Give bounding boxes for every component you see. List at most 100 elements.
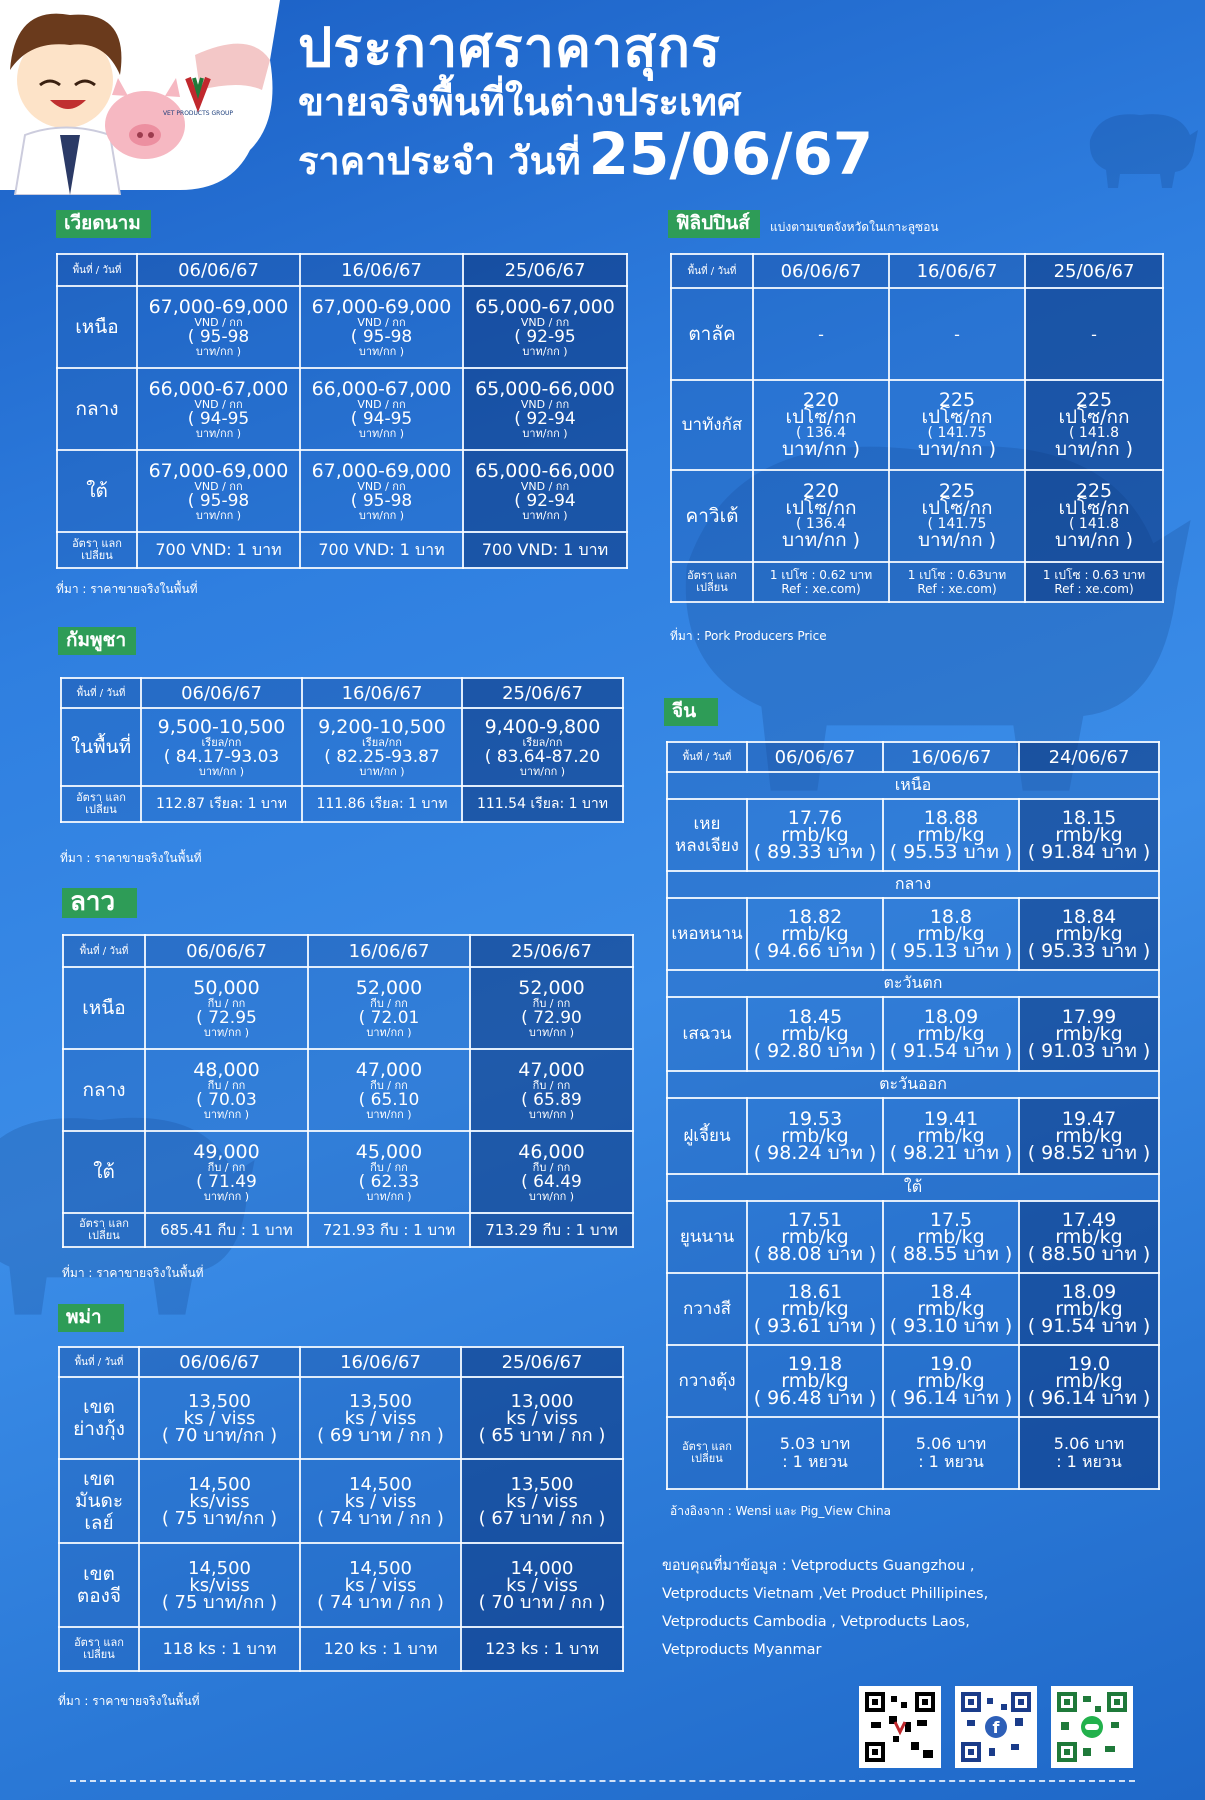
exchange-row: อัตรา แลกเปลี่ยน 700 VND: 1 บาท 700 VND:… — [56, 531, 628, 569]
region-header: ตะวันตก — [666, 969, 1160, 998]
exchange-rate: 700 VND: 1 บาท — [136, 531, 301, 569]
date-header: 16/06/67 — [299, 1346, 462, 1378]
source-note: อ้างอิงจาก : Wensi และ Pig_View China — [670, 1504, 891, 1518]
date-header: 16/06/67 — [301, 677, 463, 709]
date-header: 16/06/67 — [888, 253, 1026, 289]
table-corner: พื้นที่ / วันที่ — [62, 934, 146, 968]
exchange-rate: 1 เปโซ : 0.63บาท Ref : xe.com) — [888, 561, 1026, 603]
exchange-rate: 5.06 บาท: 1 หยวน — [1018, 1416, 1160, 1490]
price-cell: 45,000 กีบ / กก( 62.33 บาท/กก ) — [307, 1130, 471, 1214]
region-label: ในพื้นที่ — [60, 707, 142, 787]
price-cell: 17.51 rmb/kg( 88.08 บาท ) — [746, 1200, 884, 1274]
table-row: คาวิเต้ 220 เปโซ/กก( 136.4 บาท/กก ) 225 เปโ… — [670, 469, 1164, 563]
date-header: 06/06/67 — [140, 677, 303, 709]
price-cell: 14,500 ks/viss( 75 บาท/กก ) — [138, 1458, 301, 1544]
price-cell: 14,500 ks / viss( 74 บาท / กก ) — [299, 1458, 462, 1544]
price-cell: 220 เปโซ/กก( 136.4 บาท/กก ) — [752, 379, 890, 471]
china-price-table: พื้นที่ / วันที่ 06/06/67 16/06/67 24/06… — [666, 741, 1160, 1490]
price-cell: 19.18 rmb/kg( 96.48 บาท ) — [746, 1344, 884, 1418]
price-cell: 225 เปโซ/กก( 141.75 บาท/กก ) — [888, 469, 1026, 563]
qr-code-icon[interactable] — [859, 1686, 941, 1768]
table-row: เหนือ 50,000 กีบ / กก( 72.95 บาท/กก ) 52,0… — [62, 966, 634, 1050]
date-header: 24/06/67 — [1018, 741, 1160, 773]
exchange-rate: 700 VND: 1 บาท — [462, 531, 628, 569]
table-row: เหนือ 67,000-69,000 VND / กก( 95-98 บาท/กก… — [56, 285, 628, 369]
price-cell: - — [888, 287, 1026, 381]
price-cell: 46,000 กีบ / กก( 64.49 บาท/กก ) — [469, 1130, 634, 1214]
province-label: กวางตุ้ง — [666, 1344, 748, 1418]
logo-text: VET PRODUCTS GROUP — [163, 110, 233, 117]
exchange-rate: 120 ks : 1 บาท — [299, 1626, 462, 1672]
title-prefix: ราคาประจำ วันที่ — [298, 139, 581, 183]
table-row: ในพื้นที่ 9,500-10,500 เรียล/กก( 84.17-93… — [60, 707, 624, 787]
exchange-row: อัตรา แลกเปลี่ยน 112.87 เรียล: 1 บาท 111… — [60, 785, 624, 823]
credits-line: ขอบคุณที่มาข้อมูล : Vetproducts Guangzho… — [662, 1558, 975, 1574]
price-cell: 65,000-66,000 VND / กก( 92-94 บาท/กก ) — [462, 367, 628, 451]
price-cell: 65,000-67,000 VND / กก( 92-95 บาท/กก ) — [462, 285, 628, 369]
price-cell: 13,500 ks / viss( 69 บาท / กก ) — [299, 1376, 462, 1460]
exchange-rate: 123 ks : 1 บาท — [460, 1626, 624, 1672]
exchange-label: อัตรา แลกเปลี่ยน — [58, 1626, 140, 1672]
exchange-rate: 111.54 เรียล: 1 บาท — [461, 785, 624, 823]
price-cell: 67,000-69,000 VND / กก( 95-98 บาท/กก ) — [136, 449, 301, 533]
exchange-rate: 721.93 กีบ : 1 บาท — [307, 1212, 471, 1248]
myanmar-price-table: พื้นที่ / วันที่ 06/06/67 16/06/67 25/06… — [58, 1346, 624, 1672]
title-line-1: ประกาศราคาสุกร — [298, 16, 722, 79]
date-header: 25/06/67 — [469, 934, 634, 968]
title-date: 25/06/67 — [588, 120, 874, 188]
exchange-rate: 713.29 กีบ : 1 บาท — [469, 1212, 634, 1248]
date-header: 16/06/67 — [307, 934, 471, 968]
table-row: บาทังกัส 220 เปโซ/กก( 136.4 บาท/กก ) 225 เป… — [670, 379, 1164, 471]
price-cell: 13,500 ks / viss( 67 บาท / กก ) — [460, 1458, 624, 1544]
region-label: ใต้ — [56, 449, 138, 533]
exchange-label: อัตรา แลกเปลี่ยน — [666, 1416, 748, 1490]
province-label: ฝูเจี้ยน — [666, 1097, 748, 1175]
price-cell: 9,500-10,500 เรียล/กก( 84.17-93.03 บาท/กก … — [140, 707, 303, 787]
exchange-row: อัตรา แลกเปลี่ยน 1 เปโซ : 0.62 บาท Ref : … — [670, 561, 1164, 603]
price-cell: 19.47 rmb/kg( 98.52 บาท ) — [1018, 1097, 1160, 1175]
price-cell: 220 เปโซ/กก( 136.4 บาท/กก ) — [752, 469, 890, 563]
region-label: คาวิเต้ — [670, 469, 754, 563]
table-row: กวางสี 18.61 rmb/kg( 93.61 บาท ) 18.4 rmb/… — [666, 1272, 1160, 1346]
philippines-price-table: พื้นที่ / วันที่ 06/06/67 16/06/67 25/06… — [670, 253, 1164, 603]
price-cell: 14,500 ks / viss( 74 บาท / กก ) — [299, 1542, 462, 1628]
date-header: 25/06/67 — [460, 1346, 624, 1378]
province-label: เหย หลงเจียง — [666, 798, 748, 872]
date-header: 06/06/67 — [138, 1346, 301, 1378]
price-cell: 19.0 rmb/kg( 96.14 บาท ) — [1018, 1344, 1160, 1418]
price-cell: 66,000-67,000 VND / กก( 94-95 บาท/กก ) — [136, 367, 301, 451]
price-cell: 18.84 rmb/kg( 95.33 บาท ) — [1018, 897, 1160, 971]
price-cell: 47,000 กีบ / กก( 65.10 บาท/กก ) — [307, 1048, 471, 1132]
price-cell: 52,000 กีบ / กก( 72.01 บาท/กก ) — [307, 966, 471, 1050]
price-cell: 18.15 rmb/kg( 91.84 บาท ) — [1018, 798, 1160, 872]
price-cell: 18.09 rmb/kg( 91.54 บาท ) — [1018, 1272, 1160, 1346]
table-row: เหอหนาน 18.82 rmb/kg( 94.66 บาท ) 18.8 rmb… — [666, 897, 1160, 971]
table-row: ยูนนาน 17.51 rmb/kg( 88.08 บาท ) 17.5 rmb/… — [666, 1200, 1160, 1274]
region-label: เหนือ — [62, 966, 146, 1050]
price-cell: 67,000-69,000 VND / กก( 95-98 บาท/กก ) — [299, 285, 464, 369]
price-cell: 49,000 กีบ / กก( 71.49 บาท/กก ) — [144, 1130, 309, 1214]
exchange-rate: 685.41 กีบ : 1 บาท — [144, 1212, 309, 1248]
price-cell: 67,000-69,000 VND / กก( 95-98 บาท/กก ) — [299, 449, 464, 533]
table-corner: พื้นที่ / วันที่ — [56, 253, 138, 287]
line-qr-icon[interactable] — [1051, 1686, 1133, 1768]
date-header: 16/06/67 — [882, 741, 1020, 773]
credits-line: Vetproducts Myanmar — [662, 1642, 822, 1658]
vietnam-price-table: พื้นที่ / วันที่ 06/06/67 16/06/67 25/06… — [56, 253, 628, 569]
section-label-philippines: ฟิลิปปินส์ — [668, 210, 760, 238]
exchange-label: อัตรา แลกเปลี่ยน — [60, 785, 142, 823]
table-row: ใต้ 49,000 กีบ / กก( 71.49 บาท/กก ) 45,000… — [62, 1130, 634, 1214]
price-cell: 48,000 กีบ / กก( 70.03 บาท/กก ) — [144, 1048, 309, 1132]
section-label-cambodia: กัมพูชา — [58, 627, 137, 655]
title-line-3: ราคาประจำ วันที่ 25/06/67 — [298, 125, 1178, 189]
date-header: 06/06/67 — [136, 253, 301, 287]
price-cell: 17.5 rmb/kg( 88.55 บาท ) — [882, 1200, 1020, 1274]
region-label: กลาง — [56, 367, 138, 451]
price-cell: 14,500 ks/viss( 75 บาท/กก ) — [138, 1542, 301, 1628]
facebook-qr-icon[interactable]: f — [955, 1686, 1037, 1768]
table-row: ใต้ 67,000-69,000 VND / กก( 95-98 บาท/กก )… — [56, 449, 628, 533]
price-cell: 18.82 rmb/kg( 94.66 บาท ) — [746, 897, 884, 971]
price-cell: 19.0 rmb/kg( 96.14 บาท ) — [882, 1344, 1020, 1418]
table-corner: พื้นที่ / วันที่ — [666, 741, 748, 773]
price-cell: 13,500 ks / viss( 70 บาท/กก ) — [138, 1376, 301, 1460]
